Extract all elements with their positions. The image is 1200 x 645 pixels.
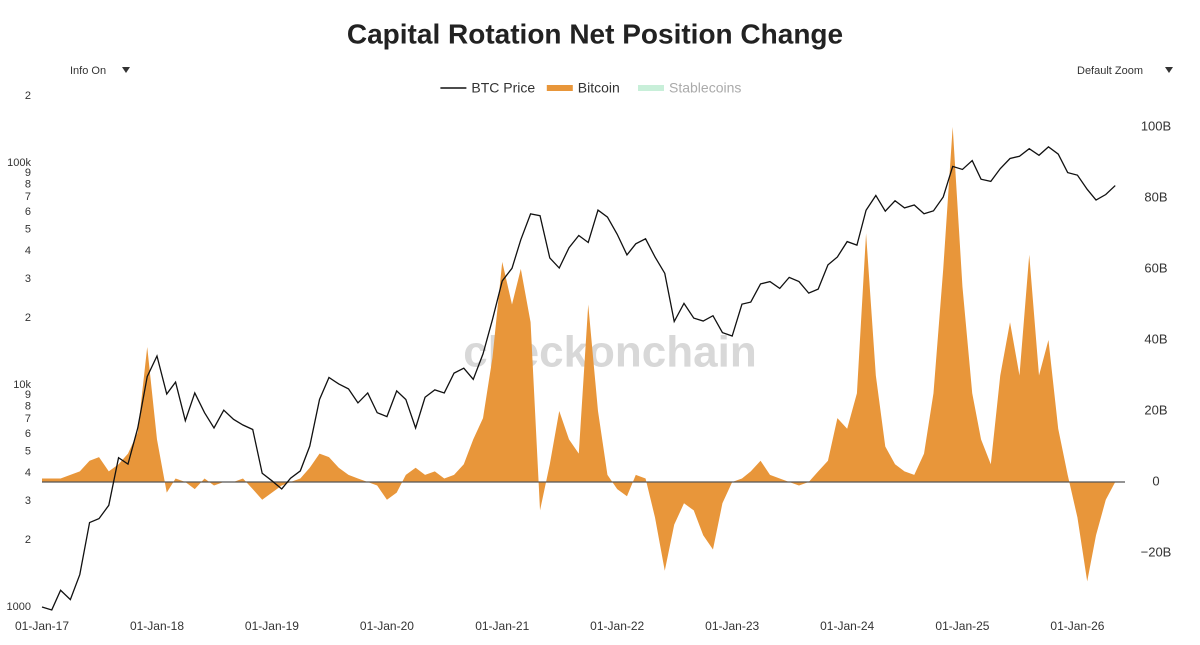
zoom-select-label[interactable]: Default Zoom <box>1077 65 1143 77</box>
info-toggle-label[interactable]: Info On <box>70 65 106 77</box>
y2-tick-label: 0 <box>1152 473 1159 488</box>
chart-title: Capital Rotation Net Position Change <box>347 18 843 49</box>
x-tick-label: 01-Jan-21 <box>475 619 529 633</box>
y2-tick-label: 60B <box>1144 260 1167 275</box>
y2-tick-label: 100B <box>1141 118 1171 133</box>
x-tick-label: 01-Jan-26 <box>1050 619 1104 633</box>
plot-area: 10002345678910k23456789100k2−20B020B40B6… <box>7 90 1172 633</box>
y-tick-label: 10k <box>13 379 31 391</box>
y-tick-label: 4 <box>25 467 31 479</box>
y-tick-label: 6 <box>25 206 31 218</box>
legend-item[interactable]: Bitcoin <box>546 80 620 96</box>
y-tick-label: 3 <box>25 273 31 285</box>
y-tick-label: 2 <box>25 534 31 546</box>
x-tick-label: 01-Jan-17 <box>15 619 69 633</box>
y-tick-label: 8 <box>25 178 31 190</box>
y-tick-label: 9 <box>25 167 31 179</box>
dropdown-arrow[interactable] <box>122 67 130 73</box>
zoom-select[interactable]: Default Zoom <box>1077 65 1173 77</box>
y-tick-label: 7 <box>25 191 31 203</box>
y-tick-label: 3 <box>25 495 31 507</box>
y2-tick-label: −20B <box>1141 544 1172 559</box>
legend-label[interactable]: Bitcoin <box>578 80 620 96</box>
y-tick-label: 2 <box>25 312 31 324</box>
x-tick-label: 01-Jan-18 <box>130 619 184 633</box>
info-toggle[interactable]: Info On <box>70 65 130 77</box>
x-tick-label: 01-Jan-24 <box>820 619 874 633</box>
y-tick-label: 1000 <box>7 601 31 613</box>
y2-tick-label: 40B <box>1144 331 1167 346</box>
price-line <box>41 146 1116 611</box>
y-tick-label: 100k <box>7 157 31 169</box>
x-tick-label: 01-Jan-23 <box>705 619 759 633</box>
x-tick-label: 01-Jan-19 <box>245 619 299 633</box>
x-tick-label: 01-Jan-25 <box>935 619 989 633</box>
y-tick-label: 6 <box>25 428 31 440</box>
legend-item[interactable]: BTC Price <box>440 80 535 96</box>
y-tick-label: 8 <box>25 400 31 412</box>
y-tick-label: 7 <box>25 413 31 425</box>
y-tick-label: 5 <box>25 446 31 458</box>
x-tick-label: 01-Jan-20 <box>360 619 414 633</box>
legend-item[interactable]: Stablecoins <box>638 80 741 96</box>
y2-tick-label: 20B <box>1144 402 1167 417</box>
y-tick-label: 2 <box>25 90 31 102</box>
legend: BTC Price Bitcoin Stablecoins <box>440 80 741 96</box>
legend-label[interactable]: Stablecoins <box>669 80 741 96</box>
x-tick-label: 01-Jan-22 <box>590 619 644 633</box>
legend-label[interactable]: BTC Price <box>471 80 535 96</box>
dropdown-arrow[interactable] <box>1165 67 1173 73</box>
y-tick-label: 5 <box>25 224 31 236</box>
y2-tick-label: 80B <box>1144 189 1167 204</box>
y-tick-label: 9 <box>25 389 31 401</box>
area <box>42 126 1116 582</box>
y-tick-label: 4 <box>25 245 31 257</box>
